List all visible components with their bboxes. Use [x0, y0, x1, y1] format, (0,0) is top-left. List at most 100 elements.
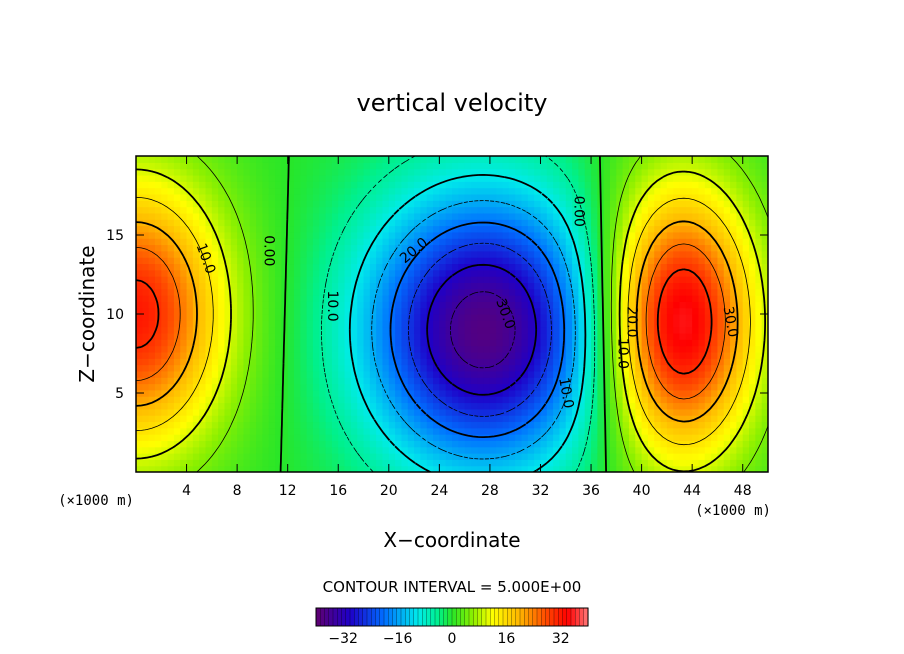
field-cell	[382, 174, 390, 182]
field-cell	[382, 206, 390, 214]
field-cell	[262, 402, 270, 410]
field-cell	[205, 162, 213, 170]
field-cell	[256, 244, 263, 252]
field-cell	[673, 465, 681, 472]
field-cell	[268, 181, 276, 189]
field-cell	[534, 174, 542, 182]
field-cell	[616, 408, 624, 416]
field-cell	[287, 238, 295, 246]
field-cell	[603, 301, 611, 309]
field-cell	[540, 200, 548, 208]
field-cell	[180, 465, 188, 472]
field-cell	[319, 168, 327, 176]
field-cell	[249, 415, 257, 423]
field-cell	[281, 364, 289, 372]
field-cell	[395, 434, 403, 441]
field-cell	[294, 187, 301, 195]
field-cell	[742, 358, 750, 366]
field-cell	[521, 238, 529, 246]
field-cell	[736, 257, 744, 265]
field-cell	[249, 446, 257, 454]
field-cell	[597, 288, 605, 296]
field-cell	[685, 295, 693, 302]
field-cell	[534, 301, 542, 309]
field-cell	[325, 364, 333, 372]
field-cell	[521, 459, 529, 467]
field-cell	[344, 219, 352, 227]
field-cell	[344, 345, 352, 353]
field-cell	[597, 301, 605, 309]
field-cell	[483, 295, 491, 302]
field-cell	[666, 427, 674, 435]
field-cell	[237, 326, 245, 334]
field-cell	[515, 162, 523, 170]
field-cell	[205, 238, 213, 246]
field-cell	[660, 244, 668, 252]
field-cell	[205, 351, 213, 359]
field-cell	[382, 320, 390, 328]
field-cell	[452, 168, 459, 176]
field-cell	[610, 459, 617, 467]
field-cell	[230, 370, 238, 378]
field-cell	[603, 351, 611, 359]
field-cell	[445, 282, 453, 290]
field-cell	[237, 206, 245, 214]
field-cell	[433, 332, 440, 340]
field-cell	[660, 345, 668, 353]
field-cell	[496, 421, 504, 429]
field-cell	[319, 307, 327, 315]
field-cell	[496, 396, 504, 404]
field-cell	[173, 206, 181, 214]
field-cell	[388, 415, 396, 423]
field-cell	[407, 345, 415, 353]
field-cell	[306, 383, 314, 391]
field-cell	[692, 440, 700, 448]
field-cell	[325, 453, 333, 460]
field-cell	[755, 193, 763, 201]
field-cell	[344, 174, 352, 182]
field-cell	[312, 364, 320, 372]
field-cell	[281, 174, 289, 182]
field-cell	[173, 427, 181, 435]
field-cell	[433, 225, 440, 233]
field-cell	[666, 269, 674, 277]
field-cell	[534, 269, 542, 277]
field-cell	[161, 219, 169, 227]
field-cell	[470, 326, 478, 334]
field-cell	[565, 193, 573, 201]
field-cell	[312, 351, 320, 359]
field-cell	[635, 339, 643, 347]
field-cell	[496, 345, 504, 353]
field-cell	[388, 168, 396, 176]
field-cell	[508, 351, 516, 359]
field-cell	[603, 288, 611, 296]
field-cell	[287, 440, 295, 448]
field-cell	[319, 181, 327, 189]
field-cell	[673, 263, 681, 271]
field-cell	[376, 332, 384, 340]
field-cell	[666, 389, 674, 397]
field-cell	[616, 231, 624, 239]
field-cell	[306, 415, 314, 423]
field-cell	[635, 326, 643, 334]
field-cell	[711, 162, 719, 170]
field-cell	[761, 212, 768, 220]
field-cell	[458, 212, 466, 220]
field-cell	[363, 383, 371, 391]
field-cell	[736, 231, 744, 239]
field-cell	[439, 206, 447, 214]
field-cell	[603, 181, 611, 189]
field-cell	[256, 421, 263, 429]
field-cell	[325, 326, 333, 334]
field-cell	[300, 421, 308, 429]
field-cell	[546, 206, 554, 214]
field-cell	[395, 168, 403, 176]
field-cell	[673, 231, 681, 239]
field-cell	[357, 238, 365, 246]
field-cell	[249, 219, 257, 227]
field-cell	[540, 427, 548, 435]
field-cell	[635, 257, 643, 265]
field-cell	[199, 383, 207, 391]
field-cell	[319, 453, 327, 460]
field-cell	[572, 162, 579, 170]
